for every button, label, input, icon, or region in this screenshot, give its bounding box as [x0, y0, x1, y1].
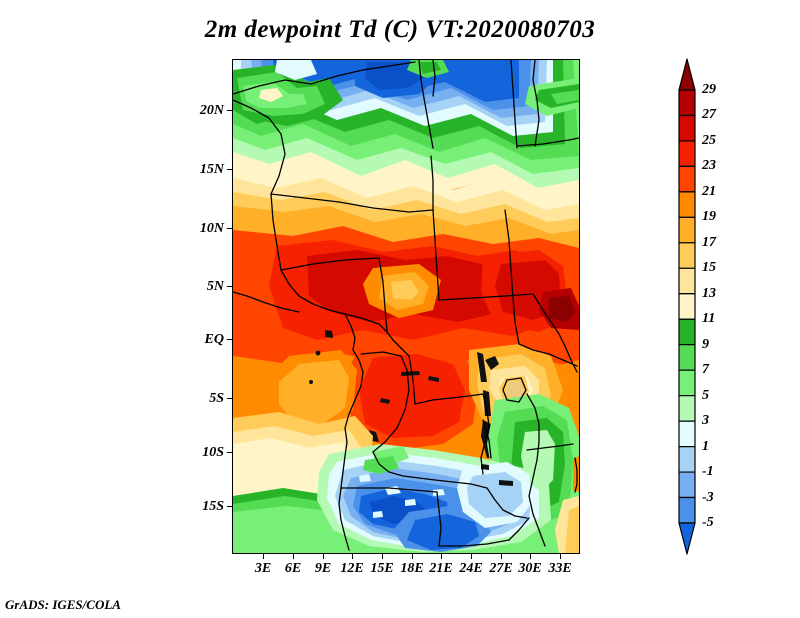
ytick-label-5n: 5N	[206, 279, 224, 294]
xtick-label-24e: 24E	[459, 561, 483, 576]
ytick-label-20n: 20N	[199, 103, 224, 118]
colorbar-tick-label: 17	[702, 234, 716, 250]
colorbar-tick-label: 3	[702, 413, 709, 429]
map-panel[interactable]	[232, 59, 580, 554]
ytick-mark	[227, 110, 233, 111]
xtick-mark	[263, 553, 264, 559]
xtick-label-12e: 12E	[340, 561, 364, 576]
colorbar[interactable]	[676, 58, 698, 555]
ytick-mark	[227, 228, 233, 229]
ytick-mark	[227, 398, 233, 399]
colorbar-tick-label: 23	[702, 158, 716, 174]
colorbar-tick-label: 27	[702, 107, 716, 123]
ytick-label-15n: 15N	[199, 162, 224, 177]
xtick-label-3e: 3E	[254, 561, 272, 576]
ytick-mark	[227, 286, 233, 287]
colorbar-tick-label: 5	[702, 387, 709, 403]
page-title: 2m dewpoint Td (C) VT:2020080703	[204, 16, 596, 43]
xtick-label-9e: 9E	[314, 561, 332, 576]
colorbar-tick-label: 1	[702, 438, 709, 454]
xtick-label-21e: 21E	[429, 561, 453, 576]
colorbar-tick-label: 11	[702, 311, 716, 327]
xtick-label-18e: 18E	[400, 561, 424, 576]
xtick-mark	[530, 553, 531, 559]
colorbar-tick-label: 25	[702, 132, 716, 148]
colorbar-tick-label: -5	[702, 515, 714, 530]
colorbar-tick-label: 13	[702, 285, 716, 301]
colorbar-tick-label: -3	[702, 489, 714, 505]
xtick-mark	[352, 553, 353, 559]
colorbar-tick-label: -1	[702, 464, 714, 480]
colorbar-tick-label: 19	[702, 209, 716, 225]
dewpoint-heatmap-canvas	[233, 60, 579, 553]
xtick-mark	[412, 553, 413, 559]
xtick-label-15e: 15E	[370, 561, 394, 576]
xtick-label-27e: 27E	[489, 561, 513, 576]
colorbar-tick-label: 9	[702, 336, 709, 352]
colorbar-tick-label: 7	[702, 362, 709, 378]
xtick-mark	[560, 553, 561, 559]
xtick-label-30e: 30E	[518, 561, 542, 576]
ytick-label-15s: 15S	[202, 499, 224, 514]
ytick-mark	[227, 169, 233, 170]
xtick-label-6e: 6E	[284, 561, 302, 576]
ytick-mark	[227, 506, 233, 507]
xtick-mark	[382, 553, 383, 559]
xtick-label-33e: 33E	[548, 561, 572, 576]
ytick-mark	[227, 339, 233, 340]
xtick-mark	[293, 553, 294, 559]
xtick-mark	[471, 553, 472, 559]
colorbar-tick-label: 15	[702, 260, 716, 276]
xtick-mark	[501, 553, 502, 559]
ytick-label-10n: 10N	[199, 221, 224, 236]
footer-credit: GrADS: IGES/COLA	[5, 597, 121, 612]
ytick-label-10s: 10S	[202, 445, 224, 460]
ytick-label-eq: EQ	[204, 332, 224, 347]
ytick-mark	[227, 452, 233, 453]
xtick-mark	[323, 553, 324, 559]
colorbar-tick-label: 29	[702, 82, 716, 97]
ytick-label-5s: 5S	[209, 391, 224, 406]
colorbar-swatches	[678, 58, 696, 555]
xtick-mark	[441, 553, 442, 559]
colorbar-tick-label: 21	[702, 183, 716, 199]
